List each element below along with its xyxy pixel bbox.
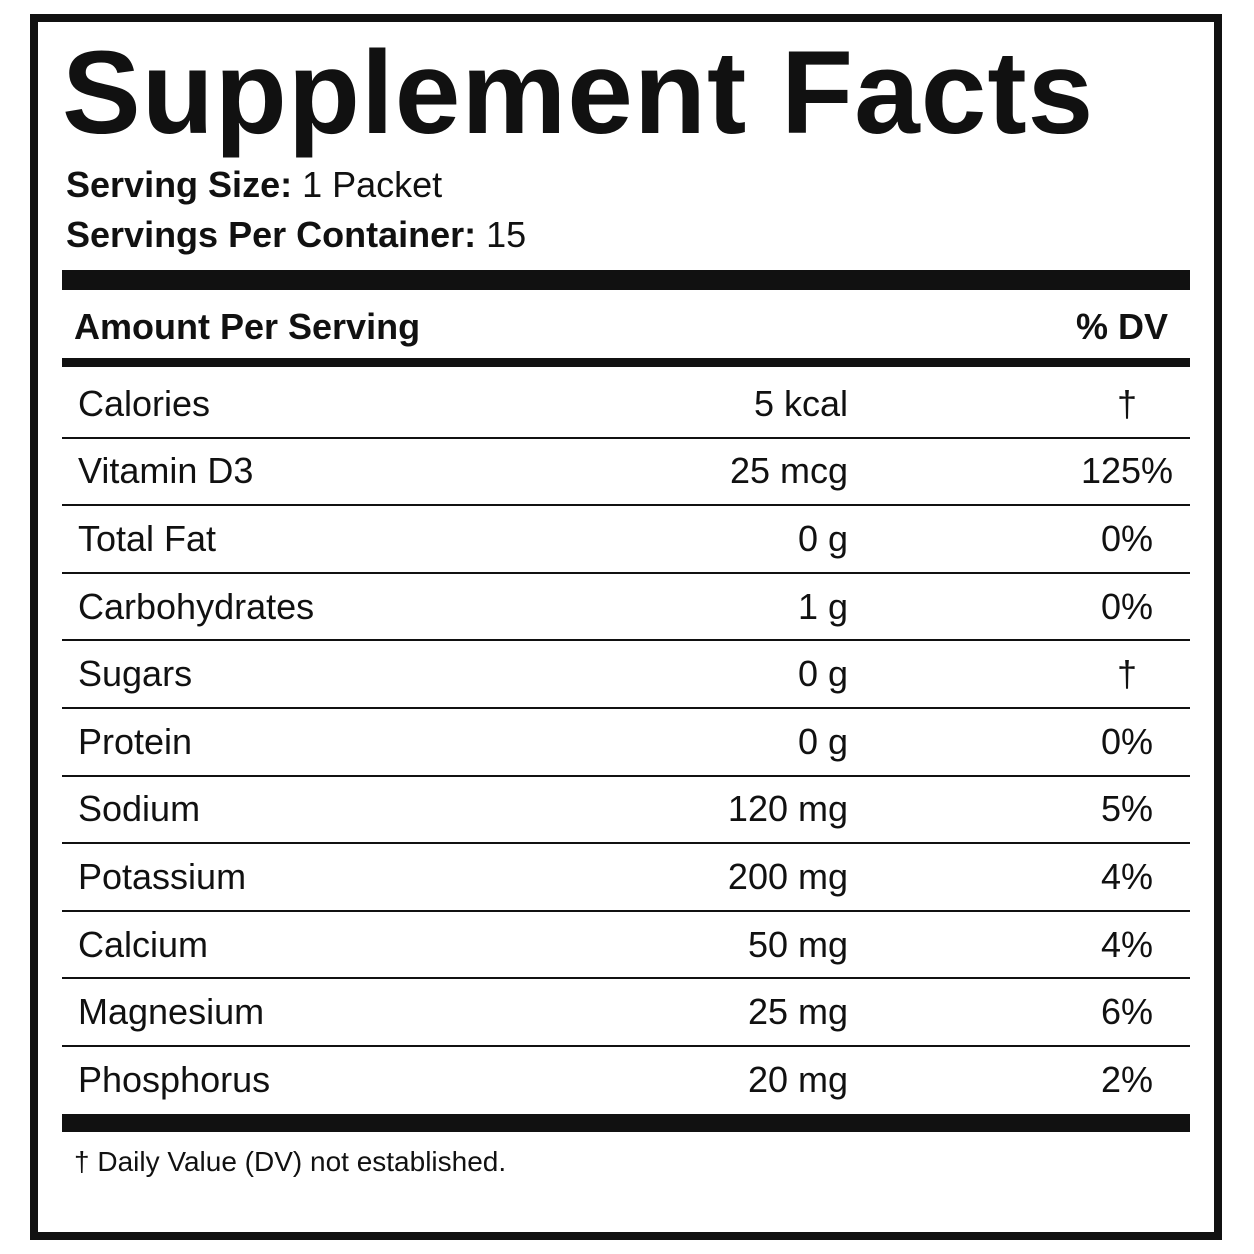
serving-size-value: 1 Packet (302, 164, 443, 205)
daily-value: 0% (1100, 585, 1154, 627)
daily-value: 2% (1100, 1058, 1154, 1100)
nutrient-name: Carbohydrates (78, 585, 315, 627)
amount: 0 g (797, 720, 848, 762)
nutrient-name: Protein (78, 720, 193, 762)
row-divider (62, 842, 1190, 845)
row-divider (62, 977, 1190, 980)
daily-value: 0% (1100, 720, 1154, 762)
servings-label: Servings Per Container: (66, 214, 477, 255)
amount: 50 mg (747, 923, 848, 965)
daily-value: 4% (1100, 856, 1154, 897)
amount: 0 g (797, 653, 848, 695)
thick-bar (62, 1114, 1190, 1132)
nutrient-name: Vitamin D3 (78, 450, 254, 492)
daily-value: 6% (1100, 991, 1154, 1033)
amount: 5 kcal (753, 382, 848, 424)
daily-value: 0% (1100, 518, 1154, 559)
daily-value: 5% (1100, 788, 1154, 830)
daily-value: † (1116, 653, 1138, 695)
column-header: Amount Per Serving (74, 306, 421, 347)
amount: 120 mg (727, 788, 848, 830)
title: Supplement Facts (62, 27, 1095, 159)
servings-per-container: Servings Per Container: 15 (66, 217, 526, 253)
row-divider (62, 909, 1190, 912)
row-divider (62, 571, 1190, 574)
daily-value: 4% (1100, 923, 1154, 965)
amount: 200 mg (727, 856, 848, 897)
nutrient-name: Sodium (78, 788, 201, 830)
amount: 20 mg (747, 1058, 848, 1100)
nutrient-name: Total Fat (78, 518, 217, 559)
nutrient-name: Phosphorus (78, 1058, 271, 1100)
row-divider (62, 639, 1190, 642)
thick-bar (62, 270, 1190, 290)
nutrient-name: Magnesium (78, 991, 265, 1033)
row-divider (62, 707, 1190, 709)
header-bar (62, 358, 1190, 367)
nutrient-name: Calories (78, 382, 211, 424)
nutrient-name: Sugars (78, 653, 193, 695)
row-divider (62, 436, 1190, 439)
row-divider (62, 774, 1190, 777)
serving-size: Serving Size: 1 Packet (66, 167, 442, 203)
servings-value: 15 (486, 214, 527, 255)
amount: 1 g (797, 585, 848, 627)
amount: 0 g (797, 518, 848, 559)
daily-value: 125% (1080, 450, 1174, 492)
serving-size-label: Serving Size: (66, 164, 293, 205)
nutrient-name: Potassium (78, 856, 247, 897)
label-border (30, 14, 1222, 1240)
amount: 25 mg (747, 991, 848, 1033)
footnote: † Daily Value (DV) not established. (74, 1146, 507, 1177)
amount: 25 mcg (729, 450, 848, 492)
row-divider (62, 504, 1190, 507)
nutrient-name: Calcium (78, 923, 209, 965)
row-divider (62, 1045, 1190, 1047)
column-header: % DV (1075, 306, 1168, 347)
daily-value: † (1116, 382, 1138, 424)
